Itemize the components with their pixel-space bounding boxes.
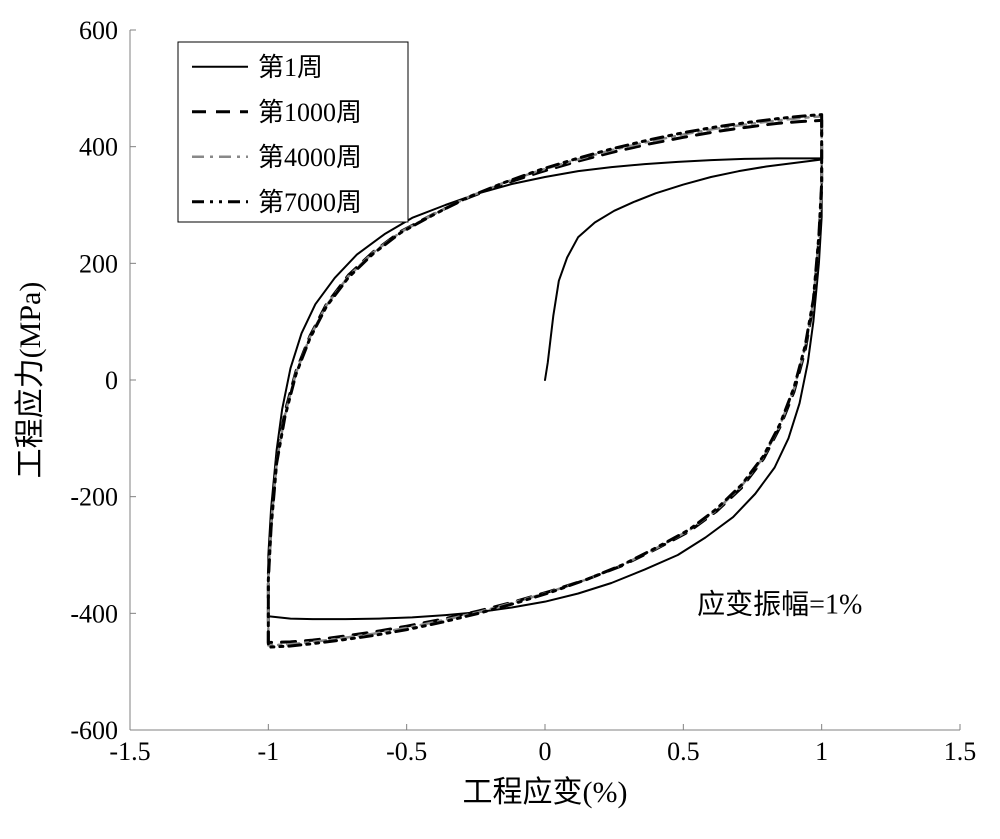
y-tick-label: -600 [70, 716, 118, 745]
x-tick-label: 0.5 [667, 737, 700, 766]
y-tick-label: 400 [79, 133, 118, 162]
x-tick-label: 0 [539, 737, 552, 766]
y-tick-label: -400 [70, 599, 118, 628]
x-axis-title: 工程应变(%) [463, 776, 628, 809]
y-tick-label: -200 [70, 483, 118, 512]
legend-label: 第7000周 [258, 188, 362, 217]
y-tick-label: 200 [79, 249, 118, 278]
x-tick-label: -0.5 [386, 737, 427, 766]
chart-svg: -1.5-1-0.500.511.5工程应变(%)-600-400-200020… [0, 0, 1000, 839]
legend-label: 第4000周 [258, 143, 362, 172]
legend-label: 第1000周 [258, 98, 362, 127]
y-tick-label: 0 [105, 366, 118, 395]
hysteresis-chart: -1.5-1-0.500.511.5工程应变(%)-600-400-200020… [0, 0, 1000, 839]
x-tick-label: 1 [815, 737, 828, 766]
legend-label: 第1周 [258, 53, 323, 82]
annotation-text: 应变振幅=1% [697, 588, 862, 620]
y-tick-label: 600 [79, 16, 118, 45]
series-cycle1 [268, 158, 821, 619]
x-tick-label: 1.5 [944, 737, 977, 766]
y-axis-title: 工程应力(MPa) [14, 282, 47, 479]
x-tick-label: -1 [257, 737, 279, 766]
